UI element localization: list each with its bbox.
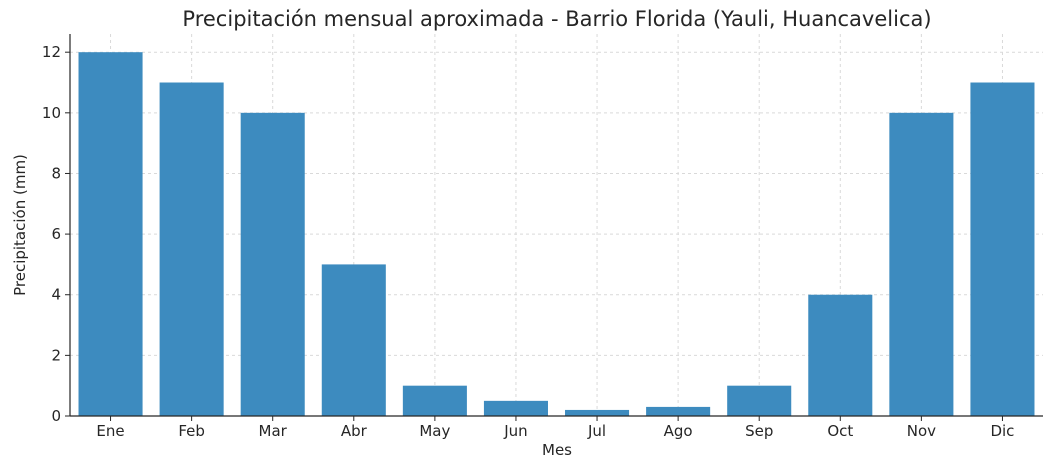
bar-jul bbox=[565, 409, 630, 416]
bar-ago bbox=[646, 406, 711, 416]
y-tick-label: 10 bbox=[42, 104, 61, 122]
bar-oct bbox=[808, 294, 873, 416]
y-tick-label: 6 bbox=[51, 225, 61, 243]
bar-nov bbox=[889, 112, 954, 417]
y-tick-label: 8 bbox=[51, 164, 61, 182]
x-tick-label: Dic bbox=[990, 422, 1014, 440]
bar-ene bbox=[78, 52, 143, 416]
x-tick-label: Ene bbox=[96, 422, 124, 440]
x-tick-label: Jun bbox=[503, 422, 527, 440]
bar-jun bbox=[483, 400, 548, 416]
x-tick-label: Oct bbox=[827, 422, 853, 440]
x-axis-label: Mes bbox=[542, 441, 572, 459]
bar-feb bbox=[159, 82, 224, 416]
chart-title: Precipitación mensual aproximada - Barri… bbox=[182, 7, 931, 31]
y-tick-label: 4 bbox=[51, 286, 61, 304]
bars-layer bbox=[78, 52, 1035, 417]
bar-sep bbox=[727, 385, 792, 416]
x-tick-label: May bbox=[419, 422, 450, 440]
ticks-layer: 0 2 4 6 8 10 12 Ene Feb Mar Abr May Jun Jul Ago Sep Oct N… bbox=[42, 43, 1015, 440]
bar-abr bbox=[321, 264, 386, 416]
x-tick-label: Sep bbox=[745, 422, 773, 440]
bar-mar bbox=[240, 112, 305, 417]
y-axis-label: Precipitación (mm) bbox=[11, 154, 29, 296]
bar-dic bbox=[970, 82, 1035, 416]
x-tick-label: Mar bbox=[259, 422, 288, 440]
x-tick-label: Nov bbox=[907, 422, 936, 440]
y-tick-label: 0 bbox=[51, 407, 61, 425]
x-tick-label: Jul bbox=[587, 422, 606, 440]
axes-layer bbox=[69, 34, 1043, 417]
x-tick-label: Abr bbox=[341, 422, 368, 440]
y-tick-label: 12 bbox=[42, 43, 61, 61]
x-tick-label: Feb bbox=[178, 422, 205, 440]
y-tick-label: 2 bbox=[51, 346, 61, 364]
x-tick-label: Ago bbox=[664, 422, 693, 440]
bar-may bbox=[402, 385, 467, 416]
